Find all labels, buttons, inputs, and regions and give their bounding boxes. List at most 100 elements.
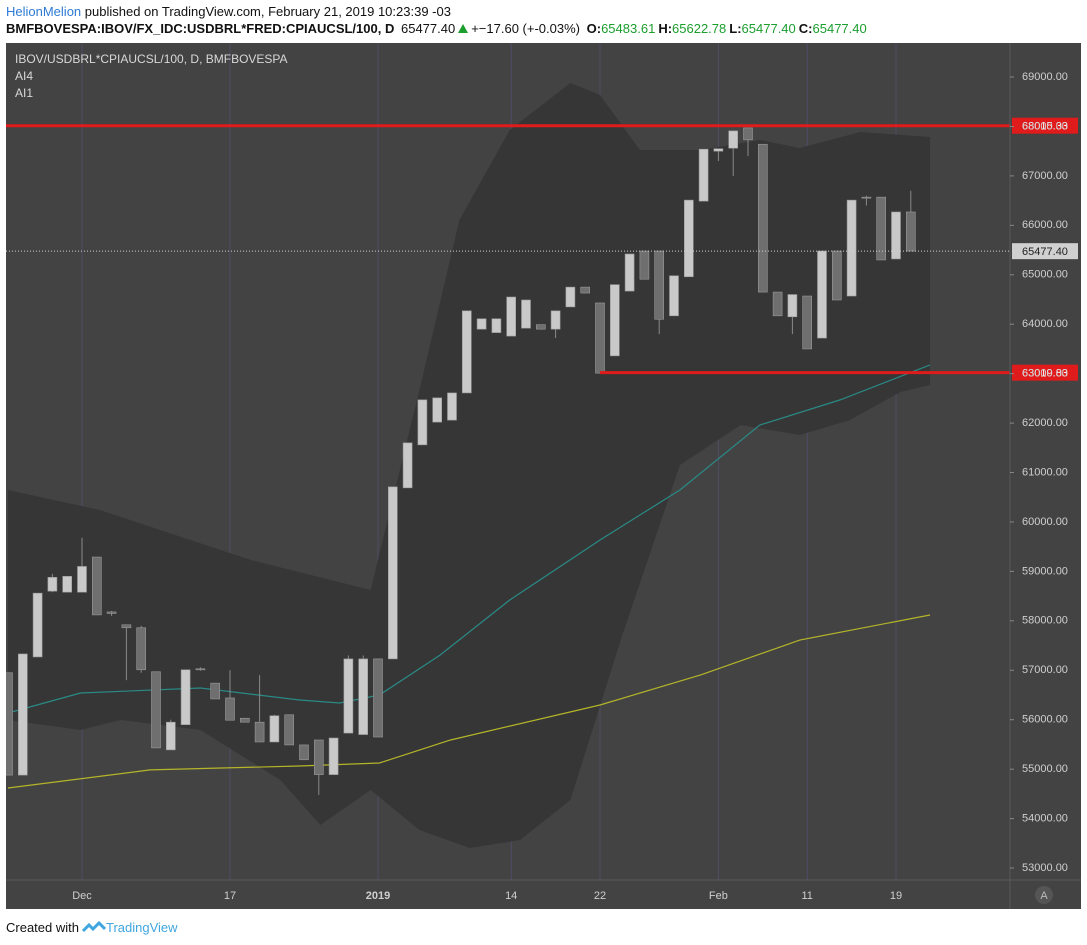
y-tick-label: 60000.00 (1022, 516, 1068, 528)
candle-body (787, 294, 798, 318)
candle-body (387, 486, 398, 660)
x-tick-label: 22 (594, 890, 606, 902)
candle-body (106, 611, 117, 614)
candle-body (358, 658, 369, 735)
x-tick-label: 11 (801, 890, 812, 902)
y-tick-label: 67000.00 (1022, 170, 1068, 182)
ohlc: O:65483.61 H:65622.78 L:65477.40 C:65477.40 (587, 21, 870, 36)
candle-body (432, 397, 443, 423)
candle-body (269, 715, 280, 743)
y-tick-label: 54000.00 (1022, 813, 1068, 825)
candle-body (861, 196, 872, 199)
candle-body (92, 556, 102, 616)
y-tick-label: 68000.00 (1022, 120, 1068, 132)
indicator-line (7, 364, 931, 714)
candle-body (447, 392, 457, 421)
candle-body (210, 682, 220, 700)
indicator-line (7, 614, 931, 789)
axis-labels: Dec 17 2019 14 22 Feb 11 19 68015.33 63019.83 5300… (72, 71, 1078, 902)
candle-body (461, 310, 472, 394)
candle-body (580, 286, 591, 294)
candle-body (846, 199, 857, 297)
plot: IBOV/USDBRL*CPIAUCSL/100, D, BMFBOVESPA A… (6, 43, 1010, 880)
y-tick-label: 53000.00 (1022, 862, 1068, 874)
last-price-bg (1012, 243, 1078, 260)
candle-body (772, 291, 783, 317)
legend-text: AI4 (15, 69, 33, 83)
level-label-bg (1012, 117, 1078, 134)
x-tick-label: 19 (890, 890, 902, 902)
candle-body (195, 668, 206, 671)
candle-body (166, 721, 176, 751)
y-tick-label: 58000.00 (1022, 615, 1068, 627)
candle-body (565, 286, 576, 308)
ohlc-label: C: (798, 21, 813, 36)
change: +−17.60 (+-0.03%) (471, 21, 580, 36)
y-tick-label: 65000.00 (1022, 269, 1068, 281)
candle-body (891, 211, 901, 260)
ohlc-value: 65622.78 (672, 21, 727, 36)
symbol-line: BMFBOVESPA:IBOV/FX_IDC:USDBRL*FRED:CPIAU… (6, 21, 873, 36)
candle-body (373, 658, 383, 738)
candle-body (18, 653, 28, 776)
ohlc-label: H: (658, 21, 673, 36)
candle-body (225, 697, 235, 721)
candle-body (876, 196, 887, 261)
ohlc-label: O: (586, 21, 602, 36)
level-label: 68015.33 (1022, 121, 1068, 133)
y-tick-label: 69000.00 (1022, 71, 1068, 83)
y-tick-label: 62000.00 (1022, 417, 1068, 429)
band-area (8, 82, 931, 848)
level-label: 63019.83 (1022, 368, 1068, 380)
published: published on TradingView.com, February 2… (84, 4, 451, 19)
candle-body (6, 672, 13, 776)
chart: IBOV/USDBRL*CPIAUCSL/100, D, BMFBOVESPA A… (6, 43, 1081, 909)
candle-body (417, 399, 428, 446)
candle-body (743, 127, 753, 141)
candle-body (669, 275, 679, 317)
candle-body (654, 250, 665, 320)
header-line: HelionMelion published on TradingView.co… (6, 4, 454, 19)
candle-body (240, 717, 250, 723)
ohlc-value: 65477.40 (812, 21, 867, 36)
created-with: Created with (6, 920, 79, 935)
last-price-label: 65477.40 (1022, 246, 1068, 258)
symbol: BMFBOVESPA:IBOV/FX_IDC:USDBRL*FRED:CPIAU… (6, 21, 395, 36)
legend-text: IBOV/USDBRL*CPIAUCSL/100, D, BMFBOVESPA (15, 52, 288, 66)
x-tick-label: Feb (709, 890, 728, 902)
candle-body (136, 627, 146, 671)
candle-body (831, 250, 842, 301)
candle-body (491, 318, 502, 333)
candle-body (313, 739, 324, 775)
y-tick-label: 56000.00 (1022, 714, 1068, 726)
candle-body (817, 250, 827, 339)
candle-body (284, 714, 295, 746)
brand[interactable]: TradingView (105, 920, 178, 935)
x-tick-label: 2019 (366, 890, 390, 902)
candle-body (595, 302, 605, 374)
level-label-bg (1012, 364, 1078, 381)
candle-body (757, 143, 768, 293)
y-tick-label: 63000.00 (1022, 368, 1068, 380)
author[interactable]: HelionMelion (6, 4, 82, 19)
candle-body (47, 577, 58, 592)
candle-body (254, 721, 265, 743)
candle-body (506, 296, 517, 337)
y-tick-label: 64000.00 (1022, 318, 1068, 330)
x-tick-label: 14 (505, 890, 517, 902)
candle-body (62, 576, 73, 593)
candle-body (121, 624, 132, 629)
candle-body (402, 442, 413, 489)
legend-text: AI1 (15, 86, 33, 100)
auto-scale-button[interactable] (1035, 886, 1053, 904)
candle-body (299, 744, 309, 761)
ohlc-value: 65483.61 (601, 21, 656, 36)
auto-scale-label[interactable]: A (1040, 890, 1048, 902)
footer: Created with TradingView (6, 920, 181, 935)
candle-body (343, 658, 354, 734)
price: 65477.40 (400, 21, 456, 36)
candle-body (77, 566, 87, 593)
candle-body (550, 310, 561, 330)
x-tick-label: Dec (72, 890, 92, 902)
